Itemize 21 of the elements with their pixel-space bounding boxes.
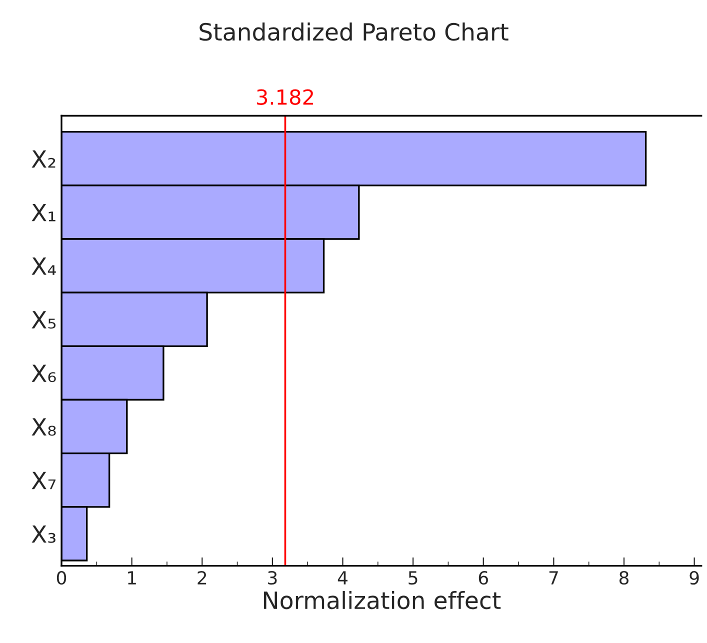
x-tick-label: 9 [690, 571, 699, 585]
y-tick-label: X₁ [32, 204, 56, 222]
chart-title: Standardized Pareto Chart [200, 22, 508, 41]
y-tick-label: X₆ [32, 364, 56, 382]
x-tick-label: 6 [478, 571, 488, 585]
x-tick-label: 0 [56, 571, 66, 585]
y-tick-label: X₄ [32, 258, 56, 275]
x-axis-title: Normalization effect [264, 590, 501, 610]
y-tick-label: X₃ [32, 525, 56, 543]
y-tick-label: X₂ [32, 150, 56, 168]
x-tick-label: 2 [198, 571, 206, 584]
x-tick-label: 1 [128, 571, 136, 584]
x-tick-label: 4 [338, 571, 348, 584]
ref-line-label: 3.182 [257, 89, 313, 105]
x-tick-label: 8 [619, 571, 629, 585]
x-tick-label: 7 [549, 571, 558, 584]
y-tick-label: X₈ [32, 418, 56, 436]
x-tick-label: 5 [408, 571, 418, 585]
y-tick-label: X₇ [32, 472, 56, 490]
y-tick-label: X₅ [32, 311, 56, 329]
x-tick-label: 3 [268, 571, 277, 585]
